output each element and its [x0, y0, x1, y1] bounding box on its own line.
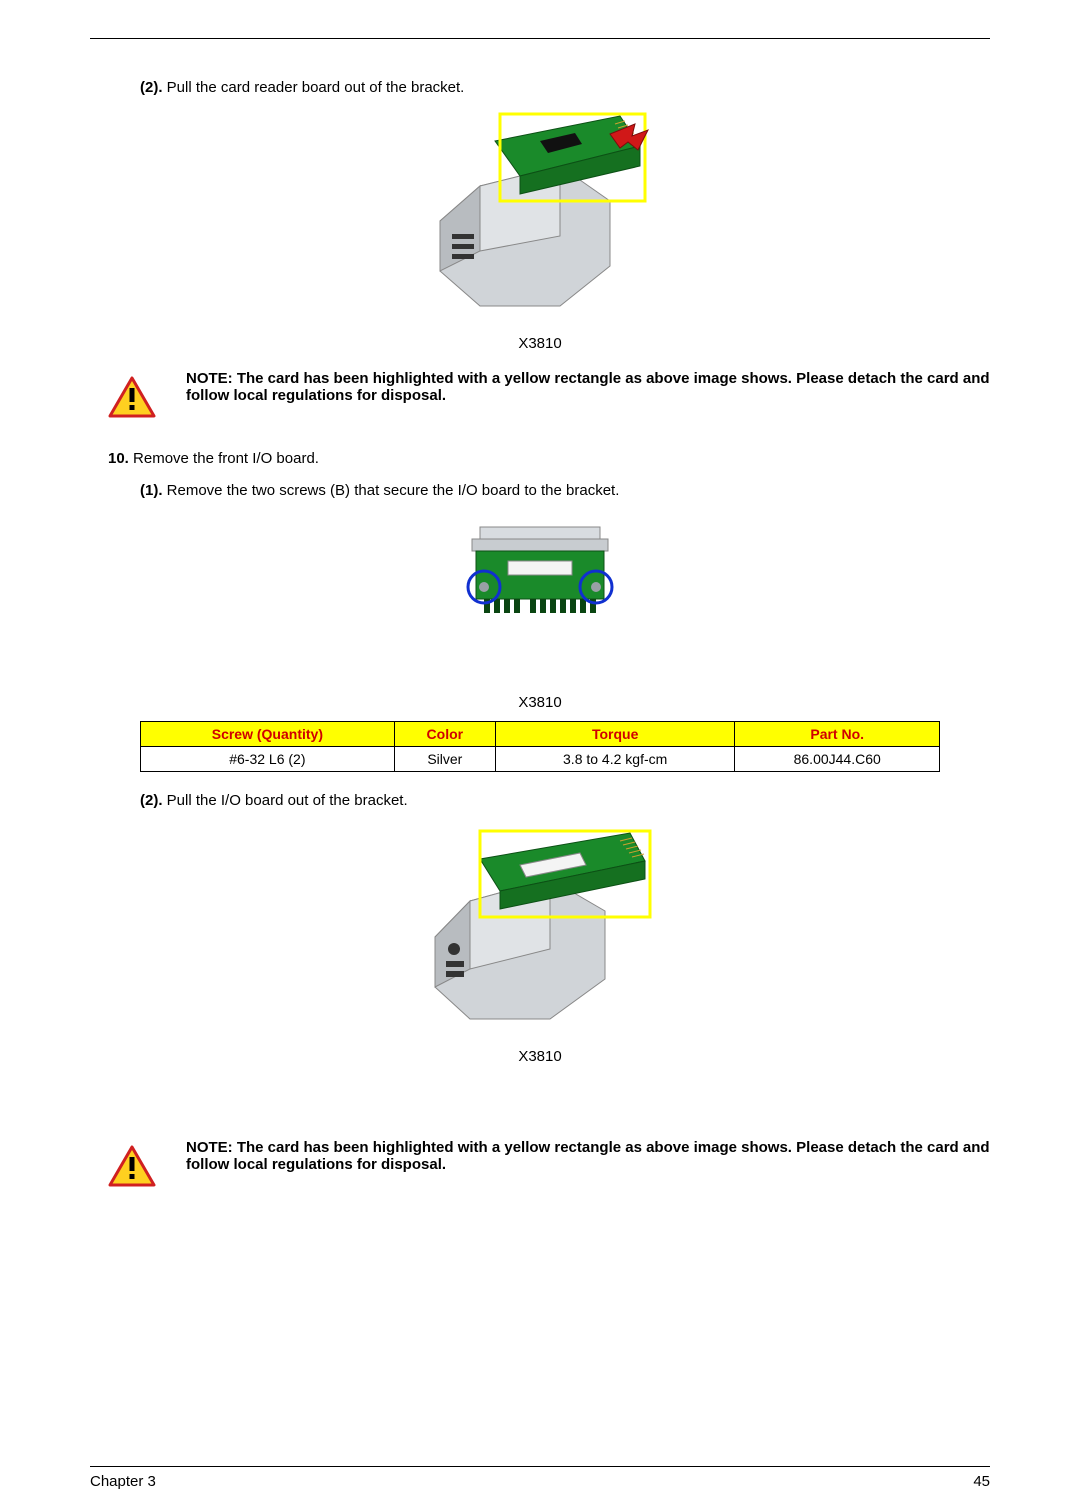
bottom-rule: [90, 1466, 990, 1467]
step-2-num: (2).: [140, 79, 163, 96]
td-screw: #6-32 L6 (2): [141, 747, 395, 772]
figure-3-caption: X3810: [90, 1048, 990, 1065]
th-partno: Part No.: [735, 722, 940, 747]
step-10-1-num: (1).: [140, 482, 163, 499]
spec-table: Screw (Quantity) Color Torque Part No. #…: [140, 721, 940, 772]
step-10: 10. Remove the front I/O board.: [108, 450, 990, 467]
th-torque: Torque: [495, 722, 734, 747]
footer-page: 45: [973, 1473, 990, 1490]
page-footer: Chapter 3 45: [90, 1458, 990, 1490]
td-partno: 86.00J44.C60: [735, 747, 940, 772]
step-10-num: 10.: [108, 450, 129, 467]
th-screw: Screw (Quantity): [141, 722, 395, 747]
note-1-text: NOTE: The card has been highlighted with…: [186, 370, 990, 404]
step-2-text: Pull the card reader board out of the br…: [167, 79, 465, 96]
td-color: Silver: [394, 747, 495, 772]
table-header-row: Screw (Quantity) Color Torque Part No.: [141, 722, 940, 747]
warning-icon: [108, 376, 156, 420]
footer-chapter: Chapter 3: [90, 1473, 156, 1490]
step-10-1-text: Remove the two screws (B) that secure th…: [167, 482, 620, 499]
warning-icon: [108, 1145, 156, 1189]
step-10-2-num: (2).: [140, 792, 163, 809]
step-10-2: (2). Pull the I/O board out of the brack…: [140, 792, 990, 809]
note-1: NOTE: The card has been highlighted with…: [108, 370, 990, 420]
figure-1: [90, 106, 990, 331]
step-10-2-text: Pull the I/O board out of the bracket.: [167, 792, 408, 809]
step-10-1: (1). Remove the two screws (B) that secu…: [140, 482, 990, 499]
note-2: NOTE: The card has been highlighted with…: [108, 1139, 990, 1189]
step-2: (2). Pull the card reader board out of t…: [140, 79, 990, 96]
note-2-text: NOTE: The card has been highlighted with…: [186, 1139, 990, 1173]
figure-2-caption: X3810: [90, 694, 990, 711]
td-torque: 3.8 to 4.2 kgf-cm: [495, 747, 734, 772]
figure-3: [90, 819, 990, 1044]
table-row: #6-32 L6 (2) Silver 3.8 to 4.2 kgf-cm 86…: [141, 747, 940, 772]
figure-2: [90, 509, 990, 664]
th-color: Color: [394, 722, 495, 747]
figure-1-caption: X3810: [90, 335, 990, 352]
step-10-text: Remove the front I/O board.: [133, 450, 319, 467]
top-rule: [90, 38, 990, 39]
